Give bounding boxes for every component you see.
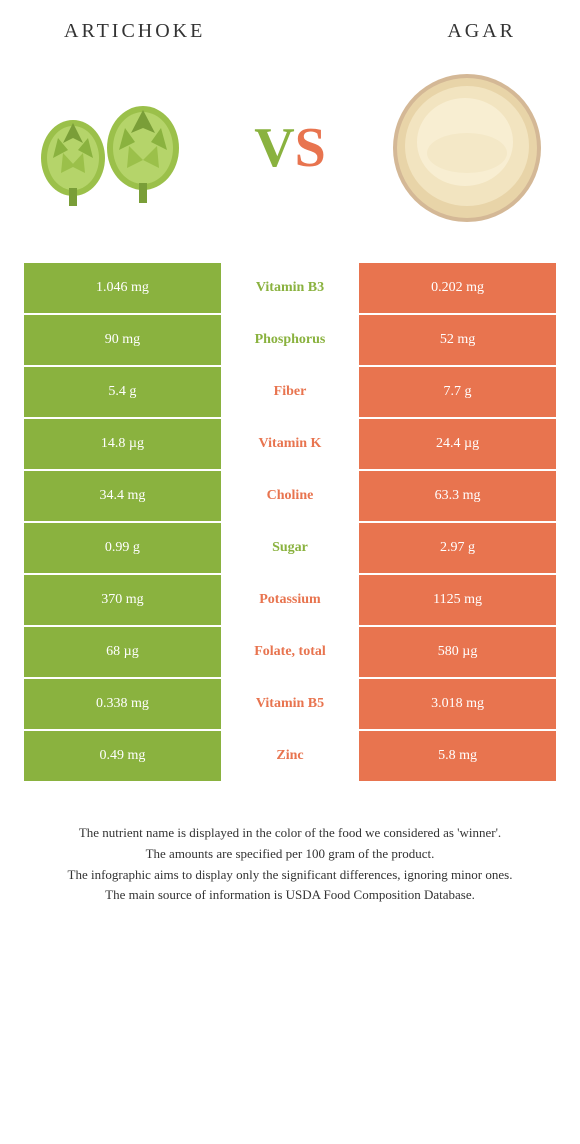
table-row: 5.4 gFiber7.7 g (24, 367, 556, 419)
value-right: 2.97 g (359, 523, 556, 573)
value-left: 90 mg (24, 315, 221, 365)
table-row: 90 mgPhosphorus52 mg (24, 315, 556, 367)
value-left: 68 µg (24, 627, 221, 677)
value-right: 52 mg (359, 315, 556, 365)
nutrient-label: Folate, total (221, 627, 359, 677)
infographic: Artichoke Agar (0, 0, 580, 926)
comparison-table: 1.046 mgVitamin B30.202 mg90 mgPhosphoru… (24, 263, 556, 783)
table-row: 0.49 mgZinc5.8 mg (24, 731, 556, 783)
footer-line: The main source of information is USDA F… (34, 885, 546, 906)
value-left: 14.8 µg (24, 419, 221, 469)
title-left: Artichoke (64, 20, 205, 43)
value-left: 5.4 g (24, 367, 221, 417)
table-row: 34.4 mgCholine63.3 mg (24, 471, 556, 523)
table-row: 370 mgPotassium1125 mg (24, 575, 556, 627)
vs-s: S (295, 117, 326, 179)
value-right: 3.018 mg (359, 679, 556, 729)
value-right: 1125 mg (359, 575, 556, 625)
table-row: 0.338 mgVitamin B53.018 mg (24, 679, 556, 731)
artichoke-image (28, 63, 198, 233)
nutrient-label: Potassium (221, 575, 359, 625)
vs-v: V (254, 117, 294, 179)
nutrient-label: Choline (221, 471, 359, 521)
header: Artichoke Agar (24, 20, 556, 53)
value-left: 370 mg (24, 575, 221, 625)
nutrient-label: Zinc (221, 731, 359, 781)
agar-image (382, 63, 552, 233)
vs-text: VS (254, 116, 326, 180)
value-left: 1.046 mg (24, 263, 221, 313)
footer-line: The amounts are specified per 100 gram o… (34, 844, 546, 865)
nutrient-label: Phosphorus (221, 315, 359, 365)
value-right: 7.7 g (359, 367, 556, 417)
value-left: 0.49 mg (24, 731, 221, 781)
vs-row: VS (24, 53, 556, 263)
value-right: 24.4 µg (359, 419, 556, 469)
value-right: 580 µg (359, 627, 556, 677)
value-right: 63.3 mg (359, 471, 556, 521)
value-right: 0.202 mg (359, 263, 556, 313)
value-left: 34.4 mg (24, 471, 221, 521)
table-row: 68 µgFolate, total580 µg (24, 627, 556, 679)
nutrient-label: Sugar (221, 523, 359, 573)
value-right: 5.8 mg (359, 731, 556, 781)
value-left: 0.99 g (24, 523, 221, 573)
table-row: 0.99 gSugar2.97 g (24, 523, 556, 575)
table-row: 14.8 µgVitamin K24.4 µg (24, 419, 556, 471)
footer-text: The nutrient name is displayed in the co… (24, 783, 556, 906)
nutrient-label: Vitamin K (221, 419, 359, 469)
nutrient-label: Vitamin B5 (221, 679, 359, 729)
footer-line: The infographic aims to display only the… (34, 865, 546, 886)
footer-line: The nutrient name is displayed in the co… (34, 823, 546, 844)
nutrient-label: Fiber (221, 367, 359, 417)
table-row: 1.046 mgVitamin B30.202 mg (24, 263, 556, 315)
value-left: 0.338 mg (24, 679, 221, 729)
title-right: Agar (447, 20, 516, 43)
nutrient-label: Vitamin B3 (221, 263, 359, 313)
